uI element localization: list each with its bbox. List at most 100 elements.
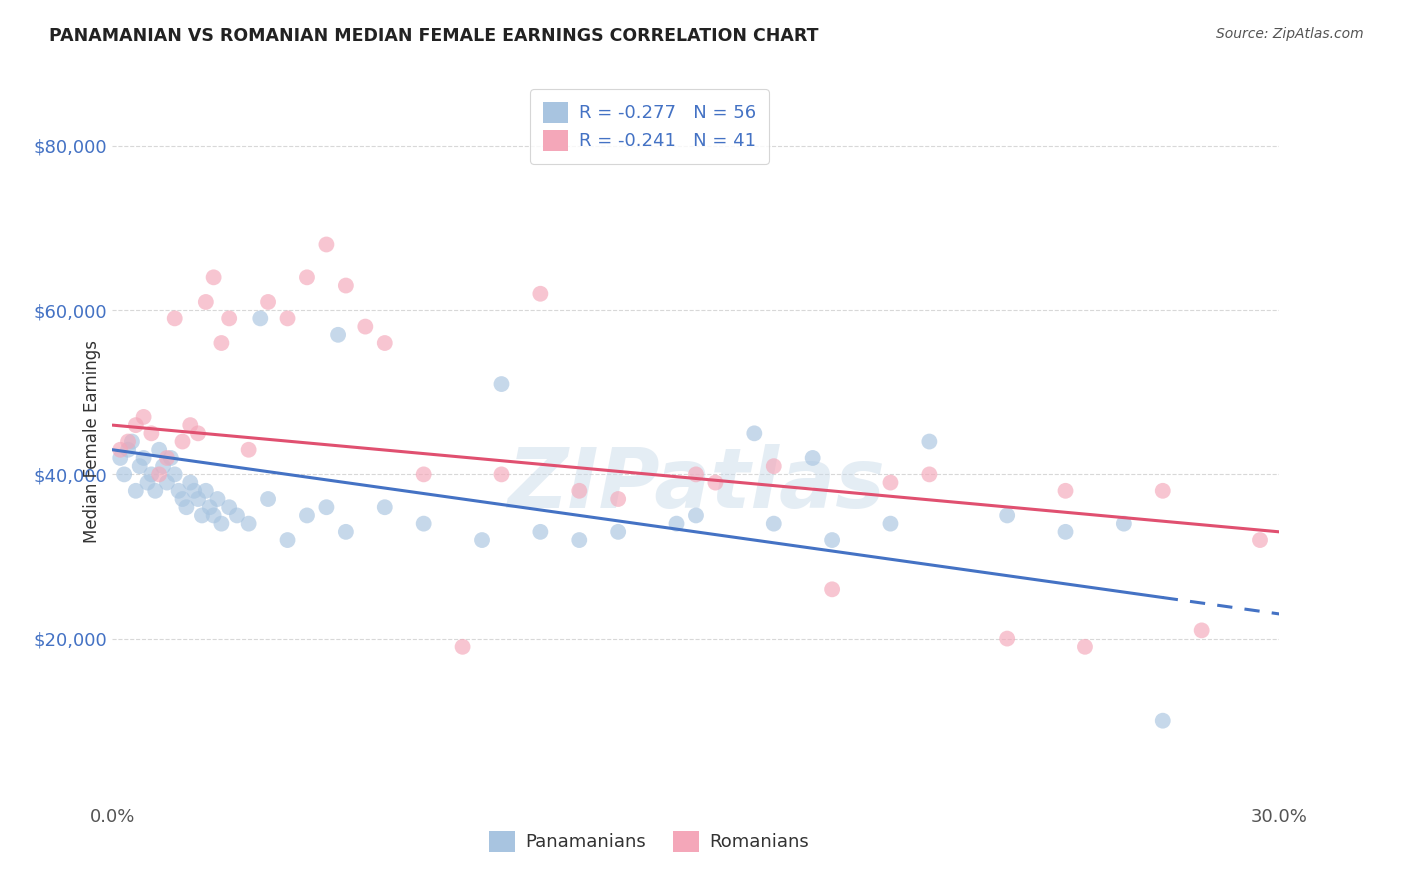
Point bbox=[704, 475, 727, 490]
Point bbox=[148, 442, 170, 457]
Point bbox=[156, 450, 179, 465]
Point bbox=[568, 483, 591, 498]
Point bbox=[132, 409, 155, 424]
Point bbox=[918, 434, 941, 449]
Point bbox=[354, 319, 377, 334]
Point bbox=[183, 483, 205, 498]
Point bbox=[238, 516, 260, 531]
Point bbox=[295, 270, 318, 285]
Point bbox=[207, 491, 229, 506]
Point bbox=[112, 467, 135, 482]
Text: ZIPatlas: ZIPatlas bbox=[508, 444, 884, 525]
Point bbox=[143, 483, 166, 498]
Point bbox=[172, 491, 194, 506]
Point bbox=[218, 311, 240, 326]
Point bbox=[249, 311, 271, 326]
Point bbox=[187, 426, 209, 441]
Point bbox=[121, 434, 143, 449]
Point bbox=[163, 311, 186, 326]
Point bbox=[257, 295, 280, 310]
Point bbox=[179, 475, 201, 490]
Point bbox=[529, 524, 551, 539]
Text: Source: ZipAtlas.com: Source: ZipAtlas.com bbox=[1216, 27, 1364, 41]
Point bbox=[1152, 714, 1174, 728]
Point bbox=[1249, 533, 1271, 547]
Point bbox=[607, 491, 630, 506]
Point bbox=[451, 640, 474, 654]
Point bbox=[110, 442, 132, 457]
Legend: Panamanians, Romanians: Panamanians, Romanians bbox=[482, 823, 817, 859]
Point bbox=[374, 500, 396, 515]
Point bbox=[1152, 483, 1174, 498]
Point bbox=[276, 311, 298, 326]
Point bbox=[167, 483, 190, 498]
Point bbox=[315, 237, 337, 252]
Point bbox=[491, 467, 513, 482]
Point bbox=[152, 459, 174, 474]
Point bbox=[335, 524, 357, 539]
Point bbox=[412, 516, 434, 531]
Point bbox=[163, 467, 186, 482]
Point bbox=[202, 508, 225, 523]
Point bbox=[194, 483, 217, 498]
Point bbox=[187, 491, 209, 506]
Point bbox=[801, 450, 824, 465]
Text: PANAMANIAN VS ROMANIAN MEDIAN FEMALE EARNINGS CORRELATION CHART: PANAMANIAN VS ROMANIAN MEDIAN FEMALE EAR… bbox=[49, 27, 818, 45]
Point bbox=[179, 418, 201, 433]
Point bbox=[879, 475, 901, 490]
Point bbox=[1191, 624, 1213, 638]
Point bbox=[176, 500, 198, 515]
Point bbox=[198, 500, 221, 515]
Point bbox=[141, 467, 163, 482]
Point bbox=[128, 459, 150, 474]
Point bbox=[665, 516, 688, 531]
Point bbox=[156, 475, 179, 490]
Point bbox=[295, 508, 318, 523]
Point bbox=[194, 295, 217, 310]
Point bbox=[995, 508, 1018, 523]
Point bbox=[762, 459, 785, 474]
Point bbox=[209, 336, 232, 351]
Point bbox=[160, 450, 183, 465]
Point bbox=[172, 434, 194, 449]
Point bbox=[110, 450, 132, 465]
Point bbox=[238, 442, 260, 457]
Point bbox=[117, 442, 139, 457]
Point bbox=[191, 508, 214, 523]
Point bbox=[762, 516, 785, 531]
Point bbox=[315, 500, 337, 515]
Point bbox=[1054, 483, 1077, 498]
Point bbox=[141, 426, 163, 441]
Point bbox=[136, 475, 159, 490]
Point bbox=[1074, 640, 1097, 654]
Point bbox=[918, 467, 941, 482]
Point bbox=[471, 533, 494, 547]
Point bbox=[125, 418, 148, 433]
Point bbox=[742, 426, 765, 441]
Point bbox=[1112, 516, 1135, 531]
Point bbox=[132, 450, 155, 465]
Point bbox=[568, 533, 591, 547]
Y-axis label: Median Female Earnings: Median Female Earnings bbox=[83, 340, 101, 543]
Point bbox=[995, 632, 1018, 646]
Point bbox=[276, 533, 298, 547]
Point bbox=[491, 377, 513, 392]
Point bbox=[821, 582, 844, 597]
Point bbox=[117, 434, 139, 449]
Point bbox=[412, 467, 434, 482]
Point bbox=[685, 508, 707, 523]
Point bbox=[1054, 524, 1077, 539]
Point bbox=[202, 270, 225, 285]
Point bbox=[257, 491, 280, 506]
Point bbox=[209, 516, 232, 531]
Point bbox=[607, 524, 630, 539]
Point bbox=[335, 278, 357, 293]
Point bbox=[218, 500, 240, 515]
Point bbox=[529, 286, 551, 301]
Point bbox=[326, 327, 349, 342]
Point bbox=[821, 533, 844, 547]
Point bbox=[374, 336, 396, 351]
Point bbox=[148, 467, 170, 482]
Point bbox=[879, 516, 901, 531]
Point bbox=[226, 508, 249, 523]
